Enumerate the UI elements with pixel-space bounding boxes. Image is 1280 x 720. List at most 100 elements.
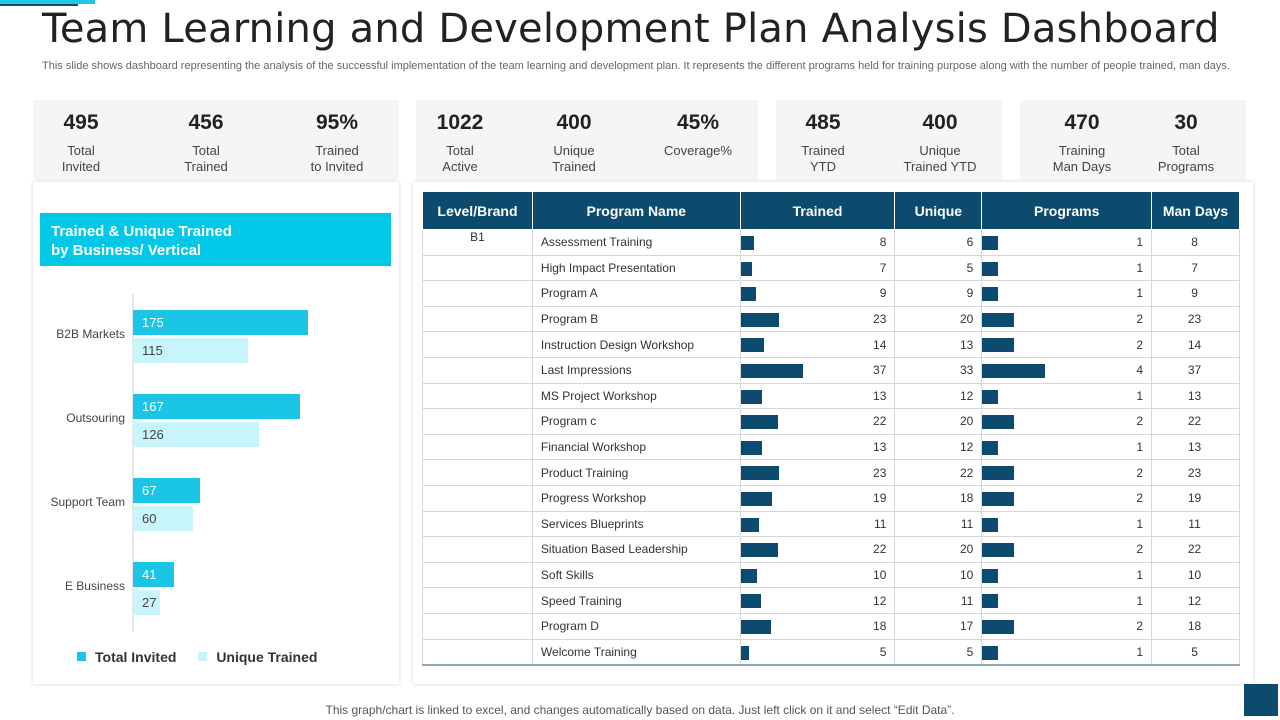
program-table-panel: Level/Brand Program Name Trained Unique … xyxy=(413,182,1253,684)
cell-program-name: Product Training xyxy=(531,459,741,486)
bar-unique-trained[interactable] xyxy=(133,506,193,531)
kpi-label: Training Man Days xyxy=(1052,143,1112,174)
kpi-total-trained: 456 Total Trained xyxy=(146,100,266,175)
chart-title: Trained & Unique Trained by Business/ Ve… xyxy=(40,213,391,266)
cell-programs: 2 xyxy=(981,612,1153,640)
col-header-unique[interactable]: Unique xyxy=(894,191,983,230)
cell-man-days: 7 xyxy=(1151,254,1240,282)
kpi-total-active: 1022 Total Active xyxy=(400,100,520,175)
table-row[interactable]: B1 Assessment Training 8 6 1 8 xyxy=(422,229,1240,256)
col-header-level-brand[interactable]: Level/Brand xyxy=(422,191,533,230)
table-row[interactable]: Progress Workshop 19 18 2 19 xyxy=(422,484,1240,512)
kpi-value: 1022 xyxy=(436,111,484,134)
cell-trained: 7 xyxy=(739,254,896,282)
cell-trained: 23 xyxy=(739,305,896,333)
programs-value: 2 xyxy=(1136,619,1144,634)
cell-unique: 20 xyxy=(894,408,983,435)
trained-databar xyxy=(740,236,755,250)
bar-unique-trained[interactable] xyxy=(133,590,160,615)
bar-unique-trained[interactable] xyxy=(133,422,259,447)
category-label: Outsouring xyxy=(66,411,125,425)
bar-data-label: 175 xyxy=(142,315,164,330)
table-row[interactable]: Last Impressions 37 33 4 37 xyxy=(422,356,1240,384)
trained-value: 18 xyxy=(873,619,887,634)
trained-value: 10 xyxy=(873,568,887,583)
cell-unique: 17 xyxy=(894,612,983,640)
col-header-trained[interactable]: Trained xyxy=(739,191,896,230)
cell-unique: 5 xyxy=(894,638,983,666)
col-header-programs[interactable]: Programs xyxy=(981,191,1153,230)
table-row[interactable]: Program D 18 17 2 18 xyxy=(422,612,1240,640)
programs-databar xyxy=(982,594,999,609)
col-header-program-name[interactable]: Program Name xyxy=(531,191,741,230)
trained-value: 13 xyxy=(873,388,887,403)
kpi-training-man-days: 470 Training Man Days xyxy=(1022,100,1142,175)
programs-value: 1 xyxy=(1136,516,1144,531)
program-table: Level/Brand Program Name Trained Unique … xyxy=(422,191,1240,666)
trained-databar xyxy=(740,440,763,455)
cell-programs: 4 xyxy=(981,356,1153,384)
table-row[interactable]: Soft Skills 10 10 1 10 xyxy=(422,561,1240,589)
category-label: Support Team xyxy=(51,495,126,509)
bar-data-label: 27 xyxy=(142,595,156,610)
cell-programs: 1 xyxy=(981,433,1153,461)
kpi-card-programs: 470 Training Man Days 30 Total Programs xyxy=(1020,100,1246,180)
cell-program-name: Soft Skills xyxy=(531,561,741,589)
cell-program-name: Financial Workshop xyxy=(531,433,741,461)
programs-databar xyxy=(982,466,1014,481)
table-row[interactable]: Program c 22 20 2 22 xyxy=(422,408,1240,435)
cell-unique: 18 xyxy=(894,484,983,512)
cell-level-brand xyxy=(422,612,533,640)
trained-value: 22 xyxy=(873,542,887,557)
cell-trained: 18 xyxy=(739,612,896,640)
footer-note: This graph/chart is linked to excel, and… xyxy=(325,703,955,717)
cell-level-brand xyxy=(422,382,533,410)
cell-level-brand xyxy=(422,331,533,358)
table-row[interactable]: Financial Workshop 13 12 1 13 xyxy=(422,433,1240,461)
programs-databar xyxy=(982,363,1046,378)
kpi-unique-trained: 400 Unique Trained xyxy=(514,100,634,175)
legend-unique-trained: Unique Trained xyxy=(198,649,317,665)
trained-databar xyxy=(740,466,780,481)
business-vertical-bar-chart[interactable]: B2B Markets 175 115 Outsouring 167 126 Support… xyxy=(33,282,399,642)
cell-level-brand xyxy=(422,254,533,282)
table-row[interactable]: Services Blueprints 11 11 1 11 xyxy=(422,510,1240,538)
table-row[interactable]: High Impact Presentation 7 5 1 7 xyxy=(422,254,1240,282)
bar-total-invited[interactable] xyxy=(133,394,300,419)
bar-data-label: 41 xyxy=(142,567,156,582)
cell-unique: 20 xyxy=(894,536,983,563)
cell-trained: 14 xyxy=(739,331,896,358)
table-row[interactable]: MS Project Workshop 13 12 1 13 xyxy=(422,382,1240,410)
kpi-card-invited: 495 Total Invited 456 Total Trained 95% Tra… xyxy=(33,100,399,180)
cell-man-days: 23 xyxy=(1151,305,1240,333)
cell-trained: 12 xyxy=(739,587,896,614)
programs-value: 2 xyxy=(1136,542,1144,557)
bar-total-invited[interactable] xyxy=(133,562,174,587)
table-row[interactable]: Speed Training 12 11 1 12 xyxy=(422,587,1240,614)
bar-total-invited[interactable] xyxy=(133,478,200,503)
kpi-label: Trained to Invited xyxy=(310,143,364,174)
table-row[interactable]: Welcome Training 5 5 1 5 xyxy=(422,638,1240,666)
trained-value: 23 xyxy=(873,465,887,480)
bar-unique-trained[interactable] xyxy=(133,338,248,363)
kpi-trained-ytd: 485 Trained YTD xyxy=(763,100,883,175)
kpi-label: Total Active xyxy=(442,143,478,174)
table-row[interactable]: Product Training 23 22 2 23 xyxy=(422,459,1240,486)
cell-trained: 9 xyxy=(739,280,896,307)
cell-unique: 12 xyxy=(894,382,983,410)
col-header-man-days[interactable]: Man Days xyxy=(1151,191,1240,230)
cell-man-days: 10 xyxy=(1151,561,1240,589)
kpi-label: Total Programs xyxy=(1157,143,1215,174)
cell-man-days: 14 xyxy=(1151,331,1240,358)
table-row[interactable]: Program B 23 20 2 23 xyxy=(422,305,1240,333)
cell-level-brand xyxy=(422,356,533,384)
programs-value: 1 xyxy=(1136,388,1144,403)
table-row[interactable]: Instruction Design Workshop 14 13 2 14 xyxy=(422,331,1240,358)
bar-total-invited[interactable] xyxy=(133,310,308,335)
table-row[interactable]: Situation Based Leadership 22 20 2 22 xyxy=(422,536,1240,563)
cell-man-days: 13 xyxy=(1151,433,1240,461)
trained-databar xyxy=(740,389,763,404)
trained-databar xyxy=(740,594,761,609)
programs-databar xyxy=(982,491,1014,506)
